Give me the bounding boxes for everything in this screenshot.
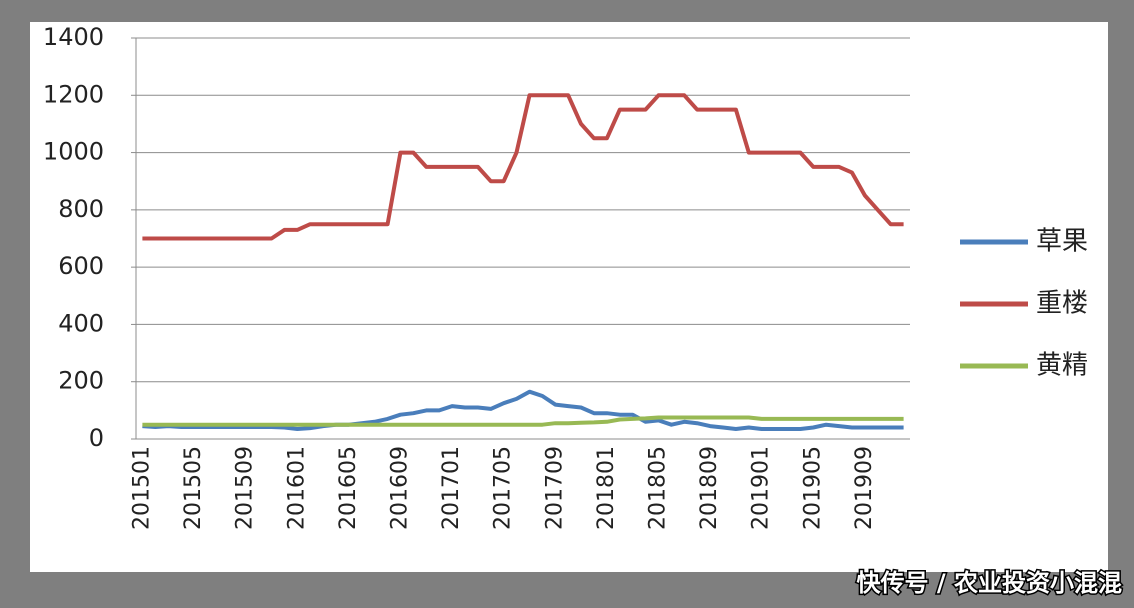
x-tick-label: 201701 xyxy=(439,446,464,530)
x-tick-label: 201709 xyxy=(542,446,567,530)
legend-label: 草果 xyxy=(1036,227,1088,257)
x-tick-label: 201805 xyxy=(645,446,670,530)
y-tick-label: 0 xyxy=(89,424,104,452)
legend-label: 黄精 xyxy=(1036,351,1088,381)
x-tick-label: 201801 xyxy=(594,446,619,530)
series-line xyxy=(142,389,904,431)
y-tick-label: 1000 xyxy=(43,138,104,166)
x-tick-label: 201501 xyxy=(129,446,154,530)
y-tick-label: 400 xyxy=(58,309,104,337)
watermark: 快传号 / 农业投资小混混 xyxy=(857,569,1122,597)
x-tick-label: 201609 xyxy=(387,446,412,530)
x-tick-label: 201509 xyxy=(233,446,258,530)
legend-label: 重楼 xyxy=(1036,289,1088,319)
x-tick-label: 201809 xyxy=(697,446,722,530)
y-tick-label: 1200 xyxy=(43,80,104,108)
y-tick-label: 200 xyxy=(58,367,104,395)
x-tick-label: 201905 xyxy=(800,446,825,530)
y-tick-label: 1400 xyxy=(43,23,104,51)
chart-area xyxy=(30,22,1108,572)
x-tick-label: 201909 xyxy=(852,446,877,530)
x-tick-label: 201901 xyxy=(749,446,774,530)
y-tick-label: 800 xyxy=(58,195,104,223)
x-tick-label: 201505 xyxy=(181,446,206,530)
x-tick-label: 201605 xyxy=(336,446,361,530)
series-line xyxy=(142,415,904,427)
series-line xyxy=(142,93,904,241)
x-tick-label: 201601 xyxy=(284,446,309,530)
x-tick-label: 201705 xyxy=(491,446,516,530)
y-tick-label: 600 xyxy=(58,252,104,280)
